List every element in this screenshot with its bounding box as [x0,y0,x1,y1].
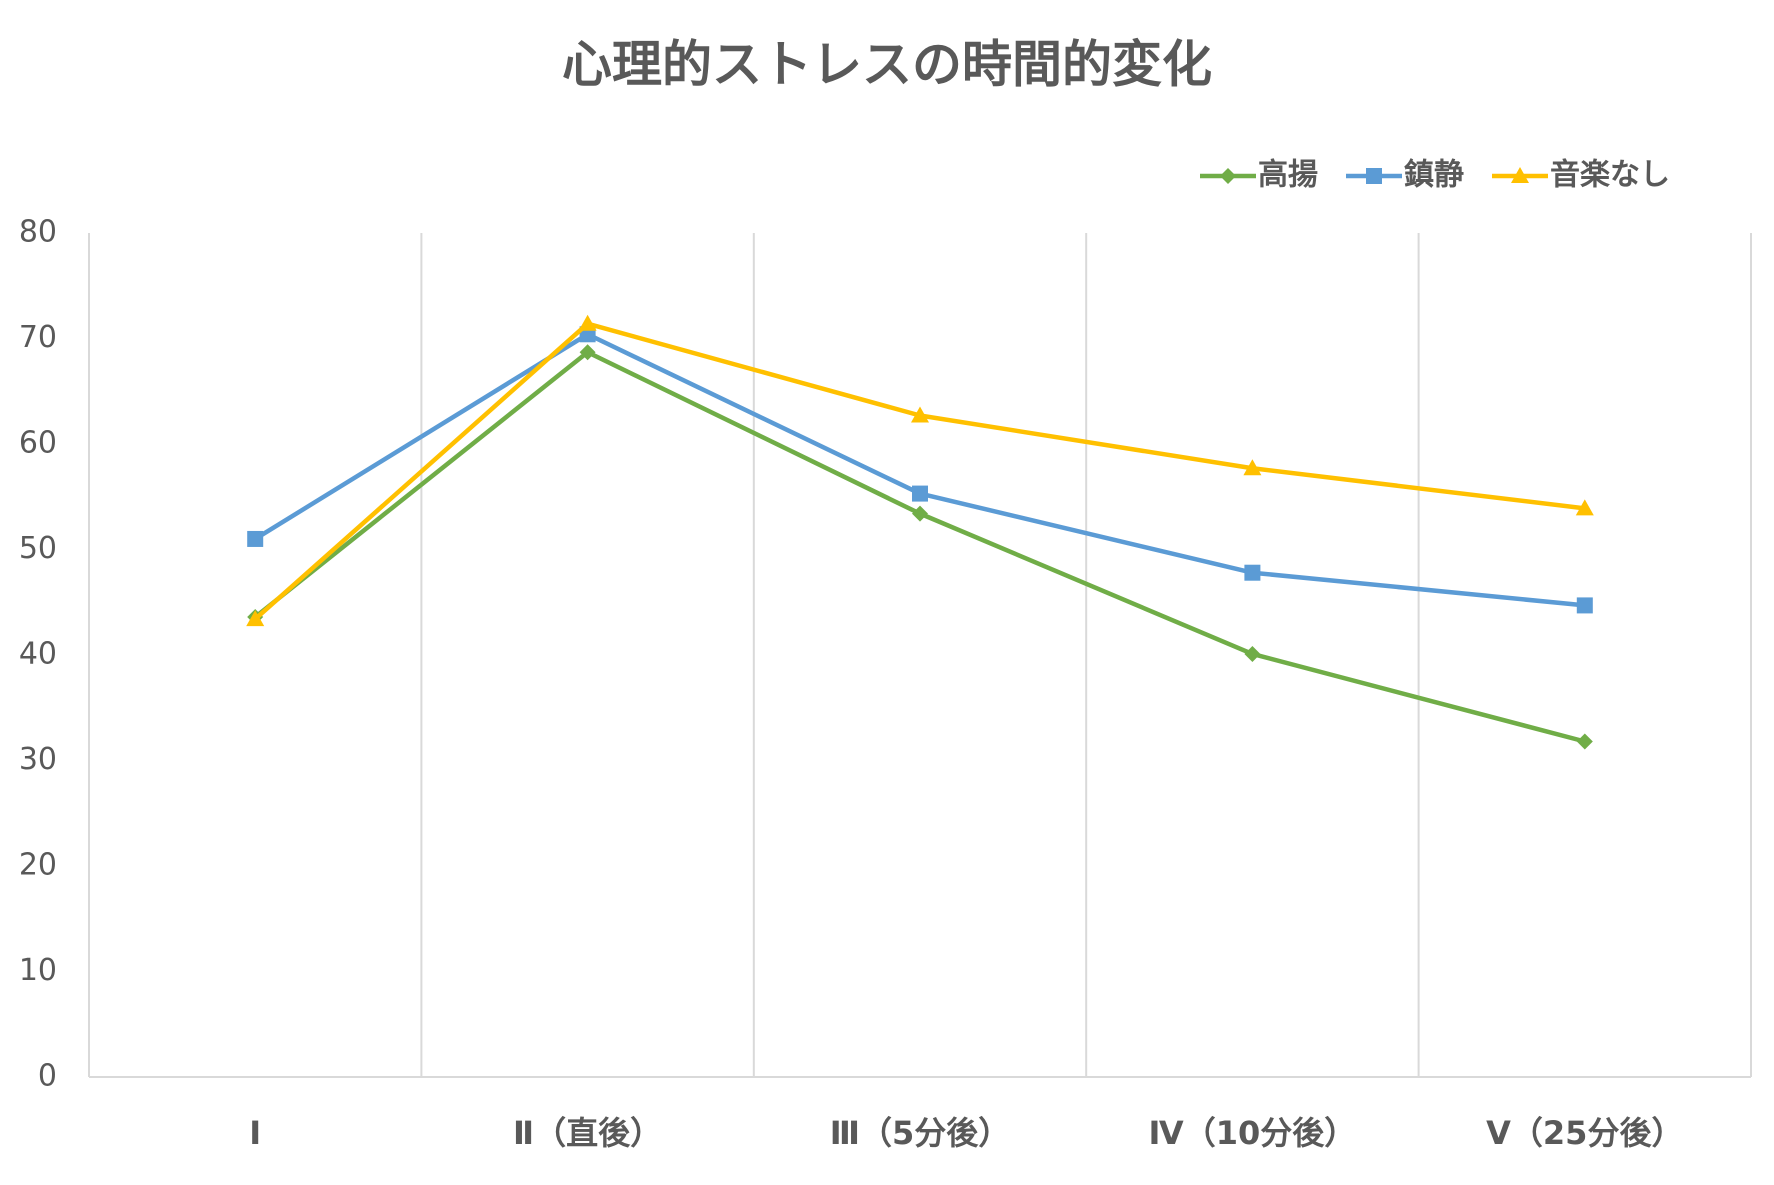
data-point [579,344,596,361]
series-line [253,321,1586,621]
data-point [578,314,597,331]
y-tick-label: 80 [19,215,57,250]
chart-title: 心理的ストレスの時間的変化 [562,36,1212,94]
y-tick-label: 30 [19,742,57,777]
y-tick-label: 20 [19,848,57,883]
x-tick-label: Ⅰ [249,1114,261,1152]
legend-label: 音楽なし [1550,158,1670,193]
y-tick-label: 40 [19,637,57,672]
legend-marker [1366,168,1382,184]
y-tick-label: 60 [19,426,57,461]
data-point [1243,459,1262,476]
data-point [247,530,264,547]
legend: 高揚 鎮静 音楽なし [1200,158,1670,193]
legend-marker [1220,168,1236,184]
data-point [912,485,928,502]
x-tick-label: Ⅲ（5分後） [830,1114,1011,1152]
x-tick-label: Ⅳ（10分後） [1149,1114,1357,1152]
y-tick-label: 10 [19,953,57,988]
data-point [1576,733,1593,750]
data-point [1575,499,1594,516]
legend-label: 高揚 [1258,158,1318,193]
x-tick-label: Ⅱ（直後） [513,1114,662,1152]
legend-label: 鎮静 [1404,158,1464,193]
data-point [912,505,928,522]
data-point [1244,564,1261,581]
data-point [911,406,929,423]
y-tick-label: 0 [38,1059,57,1094]
data-point [1244,645,1261,662]
data-point [1576,597,1593,614]
y-tick-label: 50 [19,531,57,566]
series-line [254,332,1586,608]
legend-marker [1511,167,1529,183]
x-tick-label: Ⅴ（25分後） [1486,1114,1683,1152]
y-tick-label: 70 [19,320,57,355]
data-point [246,610,265,627]
